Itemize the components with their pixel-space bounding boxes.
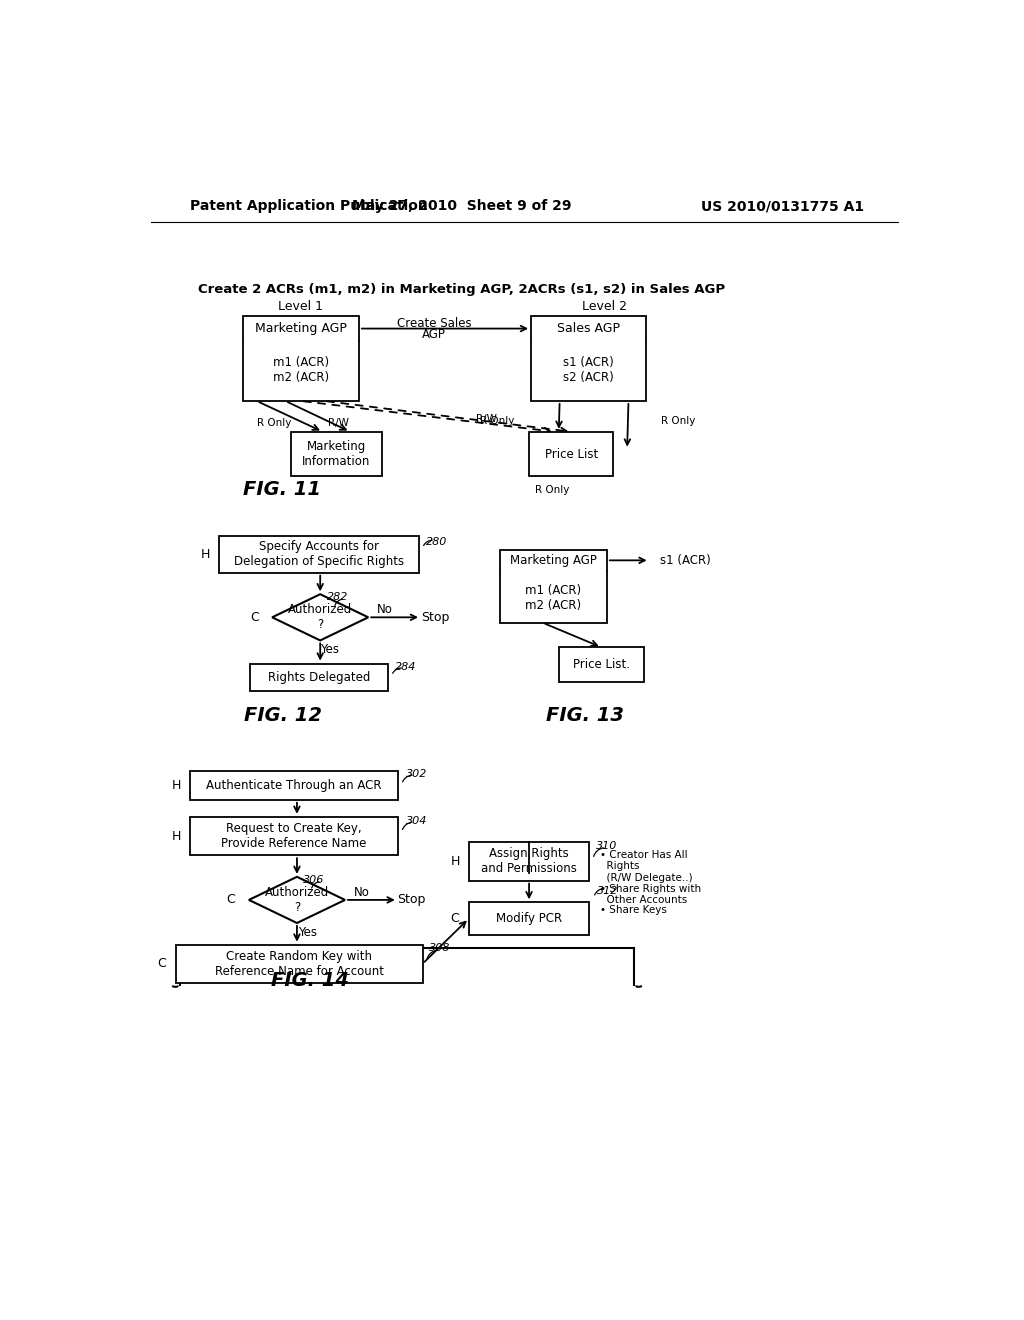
Text: R Only: R Only <box>479 416 514 426</box>
Text: R Only: R Only <box>662 416 695 426</box>
Text: Request to Create Key,
Provide Reference Name: Request to Create Key, Provide Reference… <box>221 822 367 850</box>
Text: No: No <box>354 886 370 899</box>
Text: Marketing AGP: Marketing AGP <box>510 554 597 566</box>
Text: R Only: R Only <box>257 417 291 428</box>
FancyBboxPatch shape <box>219 536 420 573</box>
FancyBboxPatch shape <box>176 945 423 983</box>
Text: US 2010/0131775 A1: US 2010/0131775 A1 <box>701 199 864 213</box>
Text: • Share Rights with
  Other Accounts: • Share Rights with Other Accounts <box>600 884 701 906</box>
Text: May 27, 2010  Sheet 9 of 29: May 27, 2010 Sheet 9 of 29 <box>351 199 571 213</box>
FancyBboxPatch shape <box>190 817 397 855</box>
Text: 308: 308 <box>429 944 451 953</box>
FancyBboxPatch shape <box>531 317 646 401</box>
Text: Create Random Key with
Reference Name for Account: Create Random Key with Reference Name fo… <box>215 950 384 978</box>
Text: Marketing
Information: Marketing Information <box>302 440 371 469</box>
Text: Yes: Yes <box>298 925 317 939</box>
Text: Price List.: Price List. <box>573 659 630 671</box>
Polygon shape <box>249 876 345 923</box>
Text: m1 (ACR)
m2 (ACR): m1 (ACR) m2 (ACR) <box>272 356 329 384</box>
Text: Yes: Yes <box>319 643 339 656</box>
FancyBboxPatch shape <box>251 664 388 692</box>
FancyBboxPatch shape <box>500 549 607 623</box>
Text: Rights Delegated: Rights Delegated <box>268 671 371 684</box>
Text: Specify Accounts for
Delegation of Specific Rights: Specify Accounts for Delegation of Speci… <box>234 540 404 568</box>
Text: Authorized
?: Authorized ? <box>265 886 329 913</box>
Text: FIG. 14: FIG. 14 <box>271 972 349 990</box>
Text: H: H <box>171 779 181 792</box>
Text: 302: 302 <box>406 770 427 779</box>
Text: 310: 310 <box>596 841 616 851</box>
Text: Create Sales: Create Sales <box>397 317 471 330</box>
Text: Patent Application Publication: Patent Application Publication <box>190 199 428 213</box>
Text: m1 (ACR)
m2 (ACR): m1 (ACR) m2 (ACR) <box>525 583 582 612</box>
Text: • Share Keys: • Share Keys <box>600 906 667 915</box>
Text: • Creator Has All
  Rights
  (R/W Delegate..): • Creator Has All Rights (R/W Delegate..… <box>600 850 692 883</box>
Text: 280: 280 <box>426 537 447 546</box>
Text: 312: 312 <box>597 887 618 896</box>
Text: FIG. 12: FIG. 12 <box>244 706 322 726</box>
Text: 304: 304 <box>406 816 427 825</box>
FancyBboxPatch shape <box>243 317 359 401</box>
Text: R/W: R/W <box>476 414 498 425</box>
Text: s1 (ACR)
s2 (ACR): s1 (ACR) s2 (ACR) <box>563 356 613 384</box>
Text: FIG. 13: FIG. 13 <box>546 706 625 726</box>
Text: Marketing AGP: Marketing AGP <box>255 322 347 335</box>
FancyBboxPatch shape <box>291 432 382 477</box>
Text: Price List: Price List <box>545 447 598 461</box>
Text: Create 2 ACRs (m1, m2) in Marketing AGP, 2ACRs (s1, s2) in Sales AGP: Create 2 ACRs (m1, m2) in Marketing AGP,… <box>198 282 725 296</box>
FancyBboxPatch shape <box>469 842 589 880</box>
Text: Assign Rights
and Permissions: Assign Rights and Permissions <box>481 847 577 875</box>
FancyBboxPatch shape <box>190 771 397 800</box>
Polygon shape <box>272 594 369 640</box>
Text: C: C <box>451 912 460 925</box>
Text: s1 (ACR): s1 (ACR) <box>659 554 711 566</box>
Text: 306: 306 <box>303 875 325 884</box>
Text: H: H <box>171 829 181 842</box>
Text: FIG. 11: FIG. 11 <box>243 480 321 499</box>
FancyBboxPatch shape <box>469 903 589 935</box>
Text: Level 1: Level 1 <box>278 300 323 313</box>
Text: R/W: R/W <box>329 417 349 428</box>
Text: H: H <box>451 855 460 869</box>
Text: C: C <box>226 894 236 907</box>
Text: AGP: AGP <box>422 329 446 342</box>
Text: Stop: Stop <box>421 611 450 624</box>
Text: Sales AGP: Sales AGP <box>557 322 620 335</box>
Text: R Only: R Only <box>535 486 569 495</box>
Text: Authorized
?: Authorized ? <box>288 603 352 631</box>
Text: C: C <box>158 957 167 970</box>
FancyBboxPatch shape <box>529 432 613 477</box>
Text: 282: 282 <box>327 593 348 602</box>
FancyBboxPatch shape <box>559 647 644 682</box>
Text: C: C <box>250 611 259 624</box>
Text: Modify PCR: Modify PCR <box>496 912 562 925</box>
Text: H: H <box>201 548 210 561</box>
Text: Stop: Stop <box>397 894 426 907</box>
Text: No: No <box>378 603 393 616</box>
Text: Level 2: Level 2 <box>582 300 627 313</box>
Text: 284: 284 <box>395 661 416 672</box>
Text: Authenticate Through an ACR: Authenticate Through an ACR <box>206 779 382 792</box>
